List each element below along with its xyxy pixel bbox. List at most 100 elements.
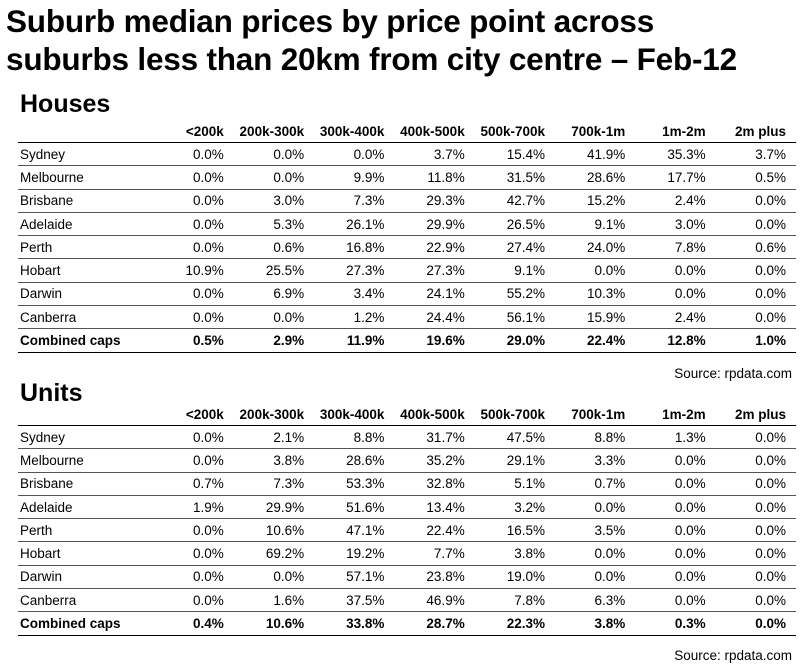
table-row: Sydney 0.0% 2.1% 8.8% 31.7% 47.5% 8.8% 1.3% 0.0% [18, 425, 796, 450]
percentage-cell: 0.0% [153, 282, 234, 307]
units-table-header: <200k 200k-300k 300k-400k 400k-500k 500k-700… [18, 404, 796, 426]
percentage-cell: 5.1% [474, 472, 555, 496]
column-header: 700k-1m [555, 404, 636, 426]
percentage-cell: 0.0% [153, 541, 234, 566]
units-table-body: Sydney 0.0% 2.1% 8.8% 31.7% 47.5% 8.8% 1.3% 0.0%… [18, 425, 796, 636]
percentage-cell: 3.5% [555, 518, 636, 543]
percentage-cell: 0.0% [153, 212, 234, 237]
houses-table: <200k 200k-300k 300k-400k 400k-500k 500k-700… [18, 121, 796, 353]
column-header: <200k [153, 121, 234, 143]
percentage-cell: 0.0% [635, 282, 716, 307]
city-name-cell: Brisbane [18, 189, 154, 213]
percentage-cell: 22.4% [555, 328, 636, 353]
percentage-cell: 0.7% [153, 472, 234, 496]
table-row: Adelaide 1.9% 29.9% 51.6% 13.4% 3.2% 0.0% 0.0% 0… [18, 495, 796, 520]
percentage-cell: 0.0% [715, 425, 796, 450]
houses-table-body: Sydney 0.0% 0.0% 0.0% 3.7% 15.4% 41.9% 35.3% 3.7… [18, 142, 796, 353]
percentage-cell: 1.3% [635, 425, 716, 450]
percentage-cell: 16.8% [314, 235, 395, 260]
table-row: Brisbane 0.7% 7.3% 53.3% 32.8% 5.1% 0.7% 0.0% 0.… [18, 472, 796, 496]
percentage-cell: 23.8% [394, 565, 475, 590]
percentage-cell: 0.0% [635, 495, 716, 520]
table-row: Canberra 0.0% 0.0% 1.2% 24.4% 56.1% 15.9% 2.4% 0… [18, 305, 796, 330]
percentage-cell: 29.0% [474, 328, 555, 353]
percentage-cell: 1.0% [715, 328, 796, 353]
city-name-cell: Sydney [18, 142, 154, 167]
percentage-cell: 29.9% [394, 212, 475, 237]
city-name-cell: Melbourne [18, 448, 154, 473]
table-row: Brisbane 0.0% 3.0% 7.3% 29.3% 42.7% 15.2% 2.4% 0… [18, 189, 796, 213]
percentage-cell: 0.0% [233, 565, 315, 590]
percentage-cell: 53.3% [314, 472, 395, 496]
units-source-note: Source: rpdata.com [674, 648, 792, 663]
houses-source-note: Source: rpdata.com [674, 366, 792, 381]
percentage-cell: 0.0% [153, 565, 234, 590]
percentage-cell: 0.0% [555, 495, 636, 520]
percentage-cell: 3.0% [635, 212, 716, 237]
percentage-cell: 0.0% [635, 541, 716, 566]
percentage-cell: 32.8% [394, 472, 475, 496]
percentage-cell: 0.0% [314, 142, 395, 167]
table-row: Darwin 0.0% 0.0% 57.1% 23.8% 19.0% 0.0% 0.0% 0.0… [18, 565, 796, 590]
percentage-cell: 0.0% [715, 282, 796, 307]
column-header: 200k-300k [233, 121, 315, 143]
units-header-row: <200k 200k-300k 300k-400k 400k-500k 500k-700… [18, 404, 796, 426]
percentage-cell: 0.4% [153, 611, 234, 636]
percentage-cell: 27.3% [314, 258, 395, 283]
percentage-cell: 3.2% [474, 495, 555, 520]
percentage-cell: 0.5% [153, 328, 234, 353]
percentage-cell: 0.3% [635, 611, 716, 636]
percentage-cell: 27.3% [394, 258, 475, 283]
column-header: 500k-700k [474, 404, 555, 426]
percentage-cell: 22.3% [474, 611, 555, 636]
percentage-cell: 1.9% [153, 495, 234, 520]
percentage-cell: 0.6% [715, 235, 796, 260]
percentage-cell: 47.5% [474, 425, 555, 450]
percentage-cell: 0.0% [715, 541, 796, 566]
table-row: Canberra 0.0% 1.6% 37.5% 46.9% 7.8% 6.3% 0.0% 0.… [18, 588, 796, 613]
percentage-cell: 0.0% [233, 305, 315, 330]
percentage-cell: 0.0% [635, 448, 716, 473]
city-name-cell: Hobart [18, 541, 154, 566]
percentage-cell: 6.3% [555, 588, 636, 613]
percentage-cell: 3.3% [555, 448, 636, 473]
table-row: Hobart 10.9% 25.5% 27.3% 27.3% 9.1% 0.0% 0.0% 0.… [18, 258, 796, 283]
percentage-cell: 31.7% [394, 425, 475, 450]
percentage-cell: 3.0% [233, 189, 315, 213]
percentage-cell: 0.0% [153, 305, 234, 330]
percentage-cell: 29.9% [233, 495, 315, 520]
percentage-cell: 57.1% [314, 565, 395, 590]
percentage-cell: 0.7% [555, 472, 636, 496]
percentage-cell: 0.0% [233, 142, 315, 167]
city-name-cell: Combined caps [18, 611, 154, 636]
percentage-cell: 33.8% [314, 611, 395, 636]
column-header: 500k-700k [474, 121, 555, 143]
percentage-cell: 0.6% [233, 235, 315, 260]
column-header-blank [18, 404, 154, 426]
city-name-cell: Perth [18, 518, 154, 543]
percentage-cell: 9.1% [555, 212, 636, 237]
percentage-cell: 0.0% [555, 565, 636, 590]
percentage-cell: 7.3% [314, 189, 395, 213]
houses-header-row: <200k 200k-300k 300k-400k 400k-500k 500k-700… [18, 121, 796, 143]
percentage-cell: 7.7% [394, 541, 475, 566]
percentage-cell: 37.5% [314, 588, 395, 613]
percentage-cell: 0.0% [715, 189, 796, 213]
percentage-cell: 0.0% [233, 165, 315, 190]
percentage-cell: 28.6% [555, 165, 636, 190]
percentage-cell: 0.0% [555, 541, 636, 566]
table-row: Perth 0.0% 0.6% 16.8% 22.9% 27.4% 24.0% 7.8% 0.6… [18, 235, 796, 260]
percentage-cell: 22.4% [394, 518, 475, 543]
houses-table-header: <200k 200k-300k 300k-400k 400k-500k 500k-700… [18, 121, 796, 143]
percentage-cell: 0.0% [715, 611, 796, 636]
percentage-cell: 26.5% [474, 212, 555, 237]
percentage-cell: 35.2% [394, 448, 475, 473]
percentage-cell: 0.0% [153, 142, 234, 167]
percentage-cell: 0.0% [715, 588, 796, 613]
city-name-cell: Perth [18, 235, 154, 260]
column-header: 300k-400k [314, 121, 395, 143]
percentage-cell: 12.8% [635, 328, 716, 353]
percentage-cell: 0.0% [153, 165, 234, 190]
combined-caps-row: Combined caps 0.5% 2.9% 11.9% 19.6% 29.0% 22.4… [18, 328, 796, 353]
city-name-cell: Darwin [18, 282, 154, 307]
